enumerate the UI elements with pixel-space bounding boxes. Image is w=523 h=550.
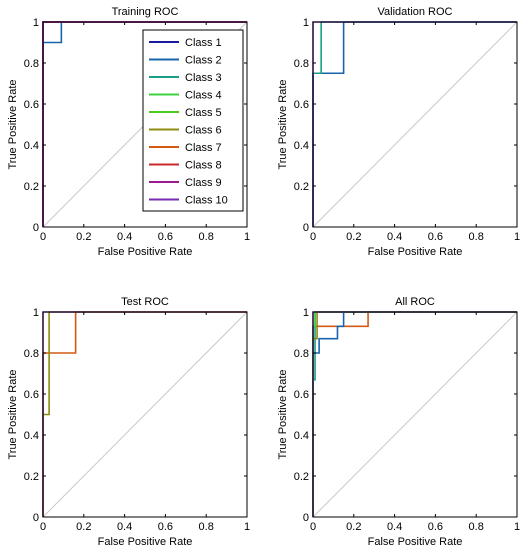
x-tick-label: 0.6 bbox=[428, 521, 443, 533]
x-tick-label: 0.8 bbox=[199, 521, 214, 533]
y-axis-label: True Positive Rate bbox=[277, 79, 289, 169]
y-axis-label: True Positive Rate bbox=[277, 369, 289, 459]
legend-label: Class 8 bbox=[185, 160, 222, 172]
y-tick-label: 0.8 bbox=[294, 348, 309, 360]
x-tick-label: 0 bbox=[310, 521, 316, 533]
y-tick-label: 0 bbox=[33, 512, 39, 524]
chance-diagonal bbox=[312, 21, 518, 228]
x-tick-label: 0.6 bbox=[158, 521, 173, 533]
x-tick-label: 0 bbox=[40, 231, 46, 243]
x-tick-label: 0 bbox=[310, 231, 316, 243]
roc-panel-2: Validation ROC 0 0.2 0.4 0.6 0.8 1 0 0.2 0.4 0.6 0.… bbox=[277, 6, 520, 258]
y-tick-label: 0.6 bbox=[24, 99, 39, 111]
x-tick-label: 0.4 bbox=[387, 231, 402, 243]
y-tick-label: 0.8 bbox=[24, 348, 39, 360]
x-axis-label: False Positive Rate bbox=[98, 536, 193, 548]
roc-panel-3: Test ROC 0 0.2 0.4 0.6 0.8 1 0 0.2 0.4 0.6 0.8 1 Fals… bbox=[7, 296, 250, 548]
y-tick-label: 0 bbox=[33, 222, 39, 234]
y-tick-label: 0.6 bbox=[24, 389, 39, 401]
roc-panel-4: All ROC 0 0.2 0.4 0.6 0.8 1 0 0.2 0.4 0.6 0.8 1 False… bbox=[277, 296, 520, 548]
y-tick-label: 1 bbox=[33, 307, 39, 319]
legend-label: Class 1 bbox=[185, 37, 222, 49]
legend-label: Class 6 bbox=[185, 125, 222, 137]
chart-title: Test ROC bbox=[121, 296, 169, 308]
y-tick-label: 0.6 bbox=[294, 99, 309, 111]
y-tick-label: 0.4 bbox=[294, 430, 309, 442]
y-tick-label: 0 bbox=[303, 512, 309, 524]
y-axis-label: True Positive Rate bbox=[7, 79, 19, 169]
x-tick-label: 0.4 bbox=[387, 521, 402, 533]
x-axis-label: False Positive Rate bbox=[98, 246, 193, 258]
legend: Class 1 Class 2 Class 3 Class 4 Class 5 Class… bbox=[142, 29, 244, 212]
chart-title: All ROC bbox=[395, 296, 435, 308]
x-tick-label: 0.8 bbox=[199, 231, 214, 243]
x-axis-label: False Positive Rate bbox=[368, 536, 463, 548]
legend-label: Class 7 bbox=[185, 142, 222, 154]
y-tick-label: 0.2 bbox=[24, 181, 39, 193]
y-tick-label: 0.6 bbox=[294, 389, 309, 401]
roc-panel-1: Training ROC 0 0.2 0.4 0.6 0.8 1 0 0.2 0.4 0.6 0.8 1… bbox=[7, 6, 250, 258]
x-tick-label: 1 bbox=[244, 231, 250, 243]
chance-diagonal bbox=[42, 311, 248, 518]
x-tick-label: 1 bbox=[514, 521, 520, 533]
y-tick-label: 0.8 bbox=[24, 58, 39, 70]
roc-panels: Training ROC 0 0.2 0.4 0.6 0.8 1 0 0.2 0.4 0.6 0.8 1… bbox=[7, 6, 520, 548]
axes-box bbox=[312, 311, 518, 518]
axes-box bbox=[312, 21, 518, 228]
y-tick-label: 1 bbox=[303, 307, 309, 319]
x-tick-label: 0.4 bbox=[117, 231, 132, 243]
chance-diagonal bbox=[312, 311, 518, 518]
y-tick-label: 0 bbox=[303, 222, 309, 234]
x-tick-label: 1 bbox=[514, 231, 520, 243]
y-tick-label: 0.2 bbox=[294, 181, 309, 193]
x-tick-label: 0.2 bbox=[346, 521, 361, 533]
axes-box bbox=[42, 311, 248, 518]
x-tick-label: 0.8 bbox=[469, 231, 484, 243]
legend-label: Class 4 bbox=[185, 90, 222, 102]
y-tick-label: 0.8 bbox=[294, 58, 309, 70]
x-tick-label: 0.2 bbox=[76, 521, 91, 533]
x-axis-label: False Positive Rate bbox=[368, 246, 463, 258]
x-tick-label: 0.6 bbox=[158, 231, 173, 243]
y-tick-label: 1 bbox=[33, 17, 39, 29]
y-tick-label: 1 bbox=[303, 17, 309, 29]
x-tick-label: 0.2 bbox=[346, 231, 361, 243]
x-tick-label: 0.2 bbox=[76, 231, 91, 243]
y-tick-label: 0.4 bbox=[24, 430, 39, 442]
y-tick-label: 0.2 bbox=[24, 471, 39, 483]
legend-label: Class 5 bbox=[185, 107, 222, 119]
x-tick-label: 0 bbox=[40, 521, 46, 533]
y-tick-label: 0.2 bbox=[294, 471, 309, 483]
x-tick-label: 0.4 bbox=[117, 521, 132, 533]
y-tick-label: 0.4 bbox=[294, 140, 309, 152]
x-tick-label: 0.6 bbox=[428, 231, 443, 243]
x-tick-label: 0.8 bbox=[469, 521, 484, 533]
legend-label: Class 9 bbox=[185, 177, 222, 189]
y-axis-label: True Positive Rate bbox=[7, 369, 19, 459]
chart-title: Validation ROC bbox=[378, 6, 453, 18]
axes-box bbox=[42, 21, 248, 228]
x-tick-label: 1 bbox=[244, 521, 250, 533]
legend-label: Class 10 bbox=[185, 195, 228, 207]
y-tick-label: 0.4 bbox=[24, 140, 39, 152]
legend-label: Class 3 bbox=[185, 72, 222, 84]
chart-title: Training ROC bbox=[112, 6, 179, 18]
legend-label: Class 2 bbox=[185, 55, 222, 67]
